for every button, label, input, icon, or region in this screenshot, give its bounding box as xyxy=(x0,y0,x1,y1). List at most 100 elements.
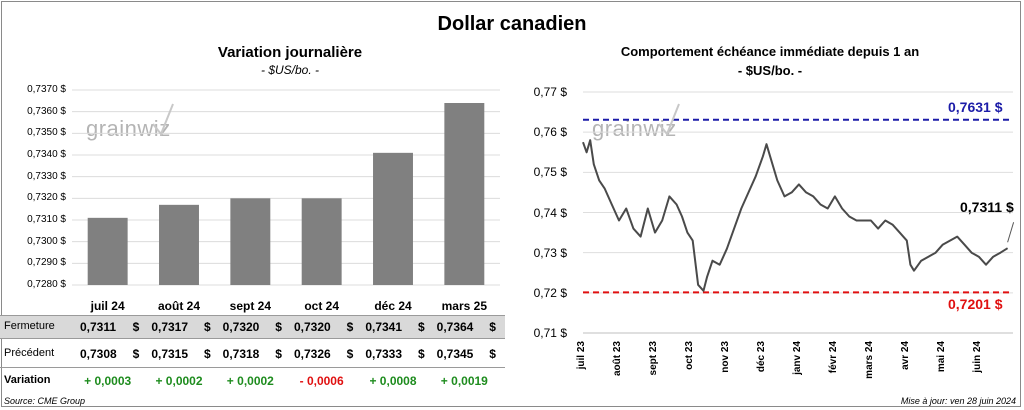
currency-symbol: $ xyxy=(203,347,211,361)
table-cell-change: + 0,0019 xyxy=(440,374,488,388)
table-value: 0,7364 xyxy=(436,320,474,334)
bar-1 xyxy=(159,204,199,285)
line-x-tick-label: déc 23 xyxy=(755,341,767,373)
line-y-tick-label: 0,75 $ xyxy=(533,165,567,180)
table-cell-change: + 0,0002 xyxy=(155,374,203,388)
bar-category-label: juil 24 xyxy=(90,299,125,313)
bar-5 xyxy=(444,103,485,285)
table-value: 0,7320 xyxy=(294,320,331,334)
source-note: Source: CME Group xyxy=(4,396,86,406)
table-value: 0,7315 xyxy=(151,347,189,361)
table-cell-close: 0,7320 $ xyxy=(294,320,353,334)
table-value: 0,7317 xyxy=(151,320,189,334)
table-cell-previous: 0,7326 $ xyxy=(294,347,353,361)
line-y-tick-label: 0,72 $ xyxy=(533,285,567,300)
currency-symbol: $ xyxy=(346,320,354,334)
bar-category-label: août 24 xyxy=(157,299,200,313)
currency-symbol: $ xyxy=(417,320,425,334)
line-x-tick-label: nov 23 xyxy=(719,341,731,373)
table-cell-change: + 0,0008 xyxy=(369,374,417,388)
table-cell-close: 0,7311 $ xyxy=(80,320,139,334)
low-value-label: 0,7201 $ xyxy=(948,296,1003,313)
bar-4 xyxy=(373,152,413,285)
bar-y-tick-label: 0,7290 $ xyxy=(27,257,66,269)
update-note: Mise à jour: ven 28 juin 2024 xyxy=(900,396,1016,406)
table-cell-previous: 0,7333 $ xyxy=(365,347,424,361)
line-x-tick-label: févr 24 xyxy=(827,341,839,374)
bar-category-label: déc 24 xyxy=(374,299,412,313)
table-cell-previous: 0,7315 $ xyxy=(151,347,210,361)
line-chart xyxy=(582,91,1015,334)
table-cell-close: 0,7364 $ xyxy=(437,320,496,334)
table-shade-close xyxy=(0,315,505,339)
table-value: 0,7308 xyxy=(80,347,117,361)
bar-y-tick-label: 0,7320 $ xyxy=(27,192,66,204)
price-series-line xyxy=(582,139,1009,292)
table-cell-close: 0,7317 $ xyxy=(151,320,210,334)
left-chart-unit: - $US/bo. - xyxy=(260,63,320,77)
line-x-tick-label: mai 24 xyxy=(935,341,947,373)
bar-0 xyxy=(87,217,128,285)
line-x-tick-label: sept 23 xyxy=(647,341,659,376)
bar-category-label: sept 24 xyxy=(229,299,271,313)
line-x-tick-label: juil 23 xyxy=(576,341,587,370)
table-cell-change: + 0,0002 xyxy=(226,374,274,388)
row-label-previous: Précédent xyxy=(4,347,55,359)
bar-y-tick-label: 0,7280 $ xyxy=(27,279,66,290)
table-value: 0,7341 xyxy=(365,320,403,334)
table-divider xyxy=(0,367,505,368)
bar-y-tick-label: 0,7350 $ xyxy=(27,127,66,139)
line-x-tick-label: avr 24 xyxy=(899,341,911,370)
table-value: 0,7326 xyxy=(294,347,331,361)
currency-symbol: $ xyxy=(203,320,211,334)
right-chart-title: Comportement échéance immédiate depuis 1… xyxy=(620,44,920,59)
table-value: 0,7311 xyxy=(80,320,117,334)
line-x-tick-label: mars 24 xyxy=(863,341,875,379)
table-cell-previous: 0,7345 $ xyxy=(437,347,496,361)
line-y-tick-label: 0,77 $ xyxy=(533,85,567,99)
bar-y-tick-label: 0,7340 $ xyxy=(27,149,66,160)
table-cell-change: - 0,0006 xyxy=(299,374,344,388)
line-y-tick-label: 0,71 $ xyxy=(533,326,567,340)
table-cell-change: + 0,0003 xyxy=(84,374,132,388)
currency-symbol: $ xyxy=(417,347,425,361)
high-value-label: 0,7631 $ xyxy=(948,98,1003,115)
table-value: 0,7318 xyxy=(222,347,260,361)
page-title: Dollar canadien xyxy=(437,13,587,35)
line-x-tick-label: août 23 xyxy=(611,341,623,377)
bar-y-tick-label: 0,7370 $ xyxy=(27,84,66,95)
table-cell-previous: 0,7318 $ xyxy=(223,347,282,361)
table-value: 0,7333 xyxy=(365,347,403,361)
line-y-tick-label: 0,74 $ xyxy=(533,205,567,220)
line-x-tick-label: juin 24 xyxy=(971,341,983,373)
currency-symbol: $ xyxy=(132,347,140,361)
currency-symbol: $ xyxy=(275,347,282,361)
currency-symbol: $ xyxy=(275,320,282,334)
bar-3 xyxy=(301,198,342,285)
row-label-change: Variation xyxy=(4,374,51,386)
logo-chevron-right-icon xyxy=(658,103,680,136)
bar-y-tick-label: 0,7310 $ xyxy=(27,214,66,225)
bar-category-label: mars 25 xyxy=(441,299,488,313)
line-x-tick-label: oct 23 xyxy=(683,341,695,370)
currency-symbol: $ xyxy=(489,320,496,334)
left-chart-title: Variation journalière xyxy=(217,44,363,61)
line-y-tick-label: 0,76 $ xyxy=(533,125,567,140)
table-cell-close: 0,7341 $ xyxy=(365,320,424,334)
right-chart-unit: - $US/bo. - xyxy=(737,63,803,78)
bar-y-tick-label: 0,7300 $ xyxy=(27,235,66,247)
table-value: 0,7320 xyxy=(222,320,260,334)
table-value: 0,7345 xyxy=(436,347,474,361)
bar-category-label: oct 24 xyxy=(304,299,339,313)
table-cell-close: 0,7320 $ xyxy=(223,320,282,334)
row-label-close: Fermeture xyxy=(4,320,55,332)
bar-y-tick-label: 0,7330 $ xyxy=(27,170,66,182)
logo-chevron-left-icon xyxy=(152,103,174,136)
currency-symbol: $ xyxy=(346,347,354,361)
currency-symbol: $ xyxy=(132,320,140,334)
bar-chart xyxy=(72,89,500,286)
line-x-tick-label: janv 24 xyxy=(791,341,803,375)
bar-2 xyxy=(230,198,271,285)
bar-y-tick-label: 0,7360 $ xyxy=(27,105,66,117)
